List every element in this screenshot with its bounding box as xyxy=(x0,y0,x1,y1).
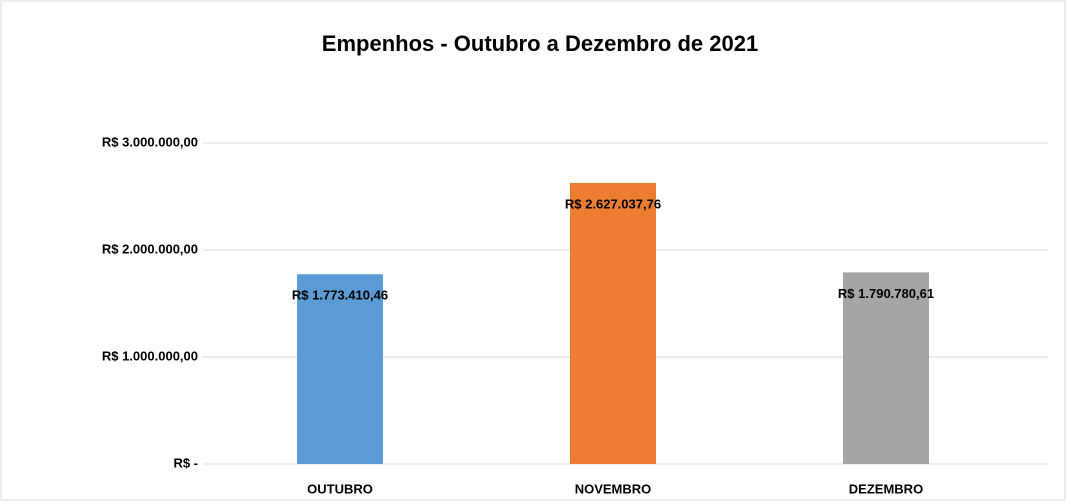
y-tick-label: R$ 1.000.000,00 xyxy=(102,348,198,363)
x-tick-label: OUTUBRO xyxy=(307,481,373,496)
y-tick-label: R$ - xyxy=(173,455,198,470)
y-tick-label: R$ 2.000.000,00 xyxy=(102,241,198,256)
bar xyxy=(843,272,929,464)
y-tick-label: R$ 3.000.000,00 xyxy=(102,134,198,149)
value-label: R$ 2.627.037,76 xyxy=(565,196,661,211)
x-tick-label: NOVEMBRO xyxy=(575,481,652,496)
x-tick-label: DEZEMBRO xyxy=(849,481,923,496)
bar xyxy=(570,182,656,464)
value-label: R$ 1.773.410,46 xyxy=(292,288,388,303)
bar xyxy=(297,274,383,464)
value-label: R$ 1.790.780,61 xyxy=(838,286,934,301)
chart-title: Empenhos - Outubro a Dezembro de 2021 xyxy=(322,31,758,56)
